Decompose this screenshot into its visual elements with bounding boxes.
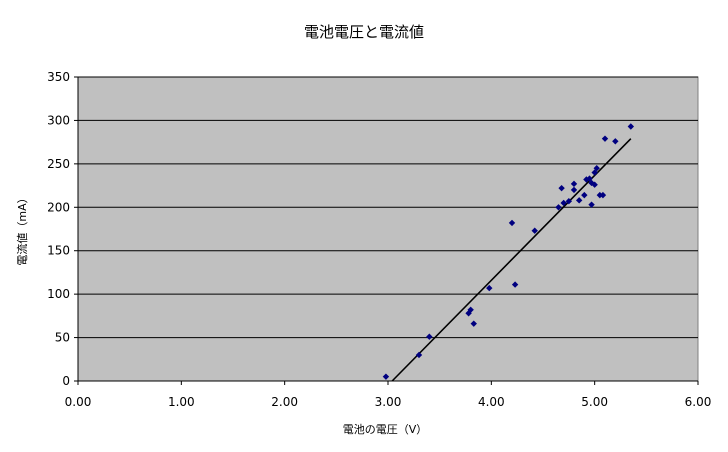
data-point [586,175,593,182]
data-point [511,281,519,288]
x-tick-label: 5.00 [581,395,608,409]
data-point [593,165,600,172]
data-point [486,284,493,292]
y-tick-label: 150 [47,244,70,258]
data-point [558,184,565,192]
data-point [415,351,423,359]
data-point [612,138,619,145]
data-point [575,197,583,204]
data-point [588,201,595,208]
data-point [591,169,598,176]
data-points [382,123,635,380]
y-tick-label: 50 [55,331,70,345]
data-point [531,227,538,234]
y-axis-ticks: 0 50 100 150 200 250 300 350 [47,70,78,388]
x-tick-label: 0.00 [65,395,92,409]
data-point [627,123,635,130]
y-tick-label: 0 [62,374,70,388]
data-point [570,180,578,188]
data-point [426,333,433,340]
y-axis-title: 電流値（mA） [15,192,29,265]
data-point [581,191,588,199]
y-tick-label: 250 [47,157,70,171]
y-tick-label: 100 [47,287,70,301]
data-point [467,306,474,313]
plot-area [77,76,699,382]
x-axis-ticks: 0.00 1.00 2.00 3.00 4.00 5.00 6.00 [65,381,712,409]
x-tick-label: 1.00 [168,395,195,409]
data-point [555,204,562,211]
chart-title: 電池電圧と電流値 [304,23,424,41]
data-point [570,186,578,194]
x-tick-label: 2.00 [271,395,298,409]
x-axis-title: 電池の電圧（V） [343,423,428,436]
x-tick-label: 3.00 [375,395,402,409]
x-tick-label: 6.00 [685,395,712,409]
data-point [508,219,516,227]
gridlines [77,76,698,382]
data-point [470,320,477,327]
data-point [583,176,590,183]
data-point [601,135,609,142]
data-point [591,181,598,188]
y-tick-label: 200 [47,200,70,214]
data-point [565,198,573,205]
y-tick-label: 300 [47,113,70,127]
y-tick-label: 350 [47,70,70,84]
data-point [382,373,390,380]
data-point [599,191,607,199]
x-tick-label: 4.00 [478,395,505,409]
data-point [560,199,567,207]
